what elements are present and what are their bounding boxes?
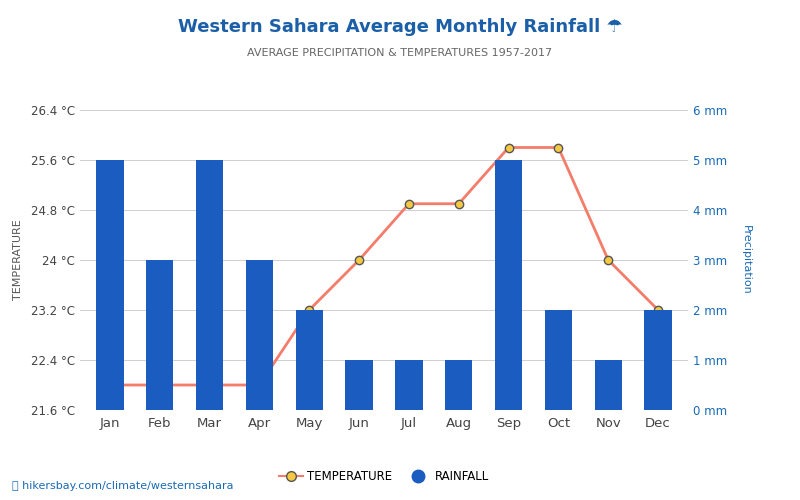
Bar bbox=[644, 310, 672, 410]
Text: Western Sahara Average Monthly Rainfall ☂: Western Sahara Average Monthly Rainfall … bbox=[178, 18, 622, 36]
Bar bbox=[96, 160, 124, 410]
Bar bbox=[346, 360, 373, 410]
Y-axis label: Precipitation: Precipitation bbox=[741, 225, 751, 295]
Bar bbox=[445, 360, 473, 410]
Bar bbox=[146, 260, 174, 410]
Bar bbox=[246, 260, 273, 410]
Bar bbox=[545, 310, 572, 410]
Bar bbox=[196, 160, 223, 410]
Text: AVERAGE PRECIPITATION & TEMPERATURES 1957-2017: AVERAGE PRECIPITATION & TEMPERATURES 195… bbox=[247, 48, 553, 58]
Bar bbox=[495, 160, 522, 410]
Y-axis label: TEMPERATURE: TEMPERATURE bbox=[13, 220, 22, 300]
Bar bbox=[594, 360, 622, 410]
Bar bbox=[395, 360, 422, 410]
Bar bbox=[295, 310, 323, 410]
Text: 📍 hikersbay.com/climate/westernsahara: 📍 hikersbay.com/climate/westernsahara bbox=[12, 481, 234, 491]
Legend: TEMPERATURE, RAINFALL: TEMPERATURE, RAINFALL bbox=[274, 466, 494, 488]
